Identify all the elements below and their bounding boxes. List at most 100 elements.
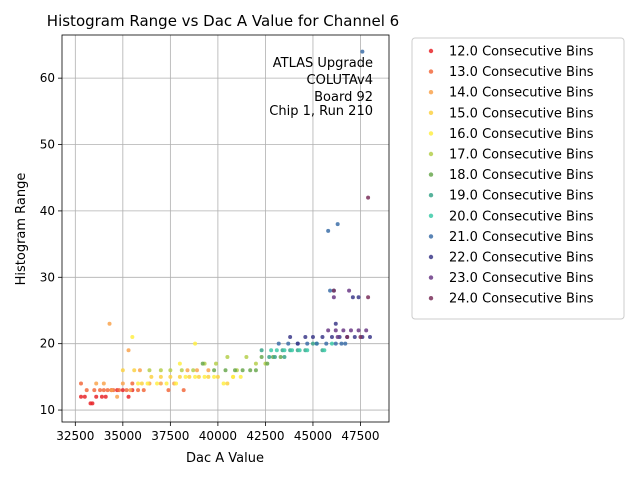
y-tick-label: 10 <box>40 403 55 417</box>
data-point-series-2 <box>137 368 142 373</box>
data-point-series-4 <box>193 341 198 346</box>
data-point-series-3 <box>158 374 163 379</box>
data-point-series-10 <box>356 295 361 300</box>
legend-marker <box>428 275 434 280</box>
data-point-series-6 <box>212 368 217 373</box>
data-point-series-5 <box>179 368 184 373</box>
data-point-series-0 <box>120 388 125 393</box>
data-point-series-4 <box>130 335 135 340</box>
data-point-series-8 <box>305 348 310 353</box>
legend-entry-label: 20.0 Consecutive Bins <box>449 209 594 224</box>
legend-entry-label: 21.0 Consecutive Bins <box>449 230 594 245</box>
legend-marker <box>428 213 434 218</box>
legend-entry-label: 18.0 Consecutive Bins <box>449 168 594 183</box>
x-axis-label: Dac A Value <box>186 451 264 466</box>
data-point-series-8 <box>329 341 334 346</box>
data-point-series-9 <box>339 341 344 346</box>
data-point-series-1 <box>166 388 171 393</box>
plot-frame <box>61 34 390 423</box>
data-point-series-4 <box>202 374 207 379</box>
data-point-series-8 <box>290 348 295 353</box>
data-point-series-4 <box>174 381 179 386</box>
data-point-series-9 <box>324 341 329 346</box>
data-point-series-0 <box>126 394 131 399</box>
data-point-series-8 <box>282 348 287 353</box>
legend-marker <box>428 193 434 198</box>
data-point-series-2 <box>158 381 163 386</box>
x-tick-label: 47500 <box>341 429 379 443</box>
data-point-series-10 <box>352 335 357 340</box>
data-point-series-4 <box>193 374 198 379</box>
data-point-series-1 <box>117 388 122 393</box>
y-axis-label: Histogram Range <box>14 173 29 286</box>
data-point-series-8 <box>274 348 279 353</box>
x-tick-label: 40000 <box>199 429 237 443</box>
data-point-series-3 <box>120 368 125 373</box>
data-point-series-1 <box>92 388 97 393</box>
data-point-series-2 <box>128 388 133 393</box>
data-point-series-6 <box>278 354 283 359</box>
data-point-series-4 <box>145 381 150 386</box>
data-point-series-8 <box>322 348 327 353</box>
legend-marker <box>428 48 434 54</box>
data-point-series-3 <box>149 374 154 379</box>
x-tick-label: 32500 <box>56 429 94 443</box>
y-tick-label: 30 <box>40 270 55 284</box>
data-point-series-6 <box>248 368 253 373</box>
data-point-series-6 <box>240 368 245 373</box>
data-point-series-3 <box>132 368 137 373</box>
data-point-series-2 <box>206 368 211 373</box>
data-point-series-10 <box>333 321 338 326</box>
data-point-series-8 <box>269 348 274 353</box>
data-point-series-10 <box>320 335 325 340</box>
data-point-series-11 <box>356 328 361 333</box>
data-point-series-5 <box>244 354 249 359</box>
data-point-series-9 <box>286 341 291 346</box>
data-point-series-0 <box>79 394 84 399</box>
data-point-series-6 <box>200 361 205 366</box>
data-point-series-0 <box>99 394 104 399</box>
data-point-series-7 <box>310 341 315 346</box>
data-point-series-5 <box>147 368 152 373</box>
legend-marker <box>428 296 434 301</box>
legend-marker <box>428 172 434 177</box>
data-point-series-7 <box>282 354 287 359</box>
data-point-series-1 <box>79 381 84 386</box>
data-point-series-2 <box>115 394 120 399</box>
y-tick-label: 50 <box>40 138 55 152</box>
annotation-line-4: Chip 1, Run 210 <box>269 104 373 119</box>
legend-entry-label: 15.0 Consecutive Bins <box>449 106 594 121</box>
data-point-series-10 <box>329 335 334 340</box>
data-point-series-1 <box>136 388 141 393</box>
data-point-series-1 <box>84 388 89 393</box>
data-point-series-4 <box>177 361 182 366</box>
legend-marker <box>428 234 434 239</box>
data-point-series-11 <box>333 328 338 333</box>
x-axis: 32500 35000 37500 40000 42500 45000 47500 <box>56 422 380 443</box>
legend-marker <box>428 254 434 260</box>
y-tick-label: 60 <box>40 71 55 85</box>
data-point-series-5 <box>158 368 163 373</box>
data-point-series-11 <box>348 328 353 333</box>
legend-frame <box>411 37 625 320</box>
data-point-series-7 <box>259 348 264 353</box>
data-point-series-1 <box>98 388 103 393</box>
data-point-series-5 <box>213 361 218 366</box>
data-point-series-2 <box>185 368 190 373</box>
x-tick-label: 42500 <box>246 429 284 443</box>
data-point-series-9 <box>314 341 319 346</box>
data-point-series-12 <box>366 195 371 200</box>
data-point-series-7 <box>272 354 277 359</box>
data-point-series-11 <box>364 328 369 333</box>
data-point-series-2 <box>94 381 99 386</box>
data-point-series-6 <box>233 368 238 373</box>
annotation-line-2: COLUTAv4 <box>307 73 373 88</box>
data-point-series-5 <box>225 354 230 359</box>
data-point-series-2 <box>194 368 199 373</box>
data-point-series-3 <box>225 381 230 386</box>
legend-marker <box>428 131 434 136</box>
y-tick-label: 20 <box>40 337 55 351</box>
data-point-series-5 <box>191 368 196 373</box>
legend-entry-label: 12.0 Consecutive Bins <box>449 45 594 60</box>
data-point-series-9 <box>305 341 310 346</box>
